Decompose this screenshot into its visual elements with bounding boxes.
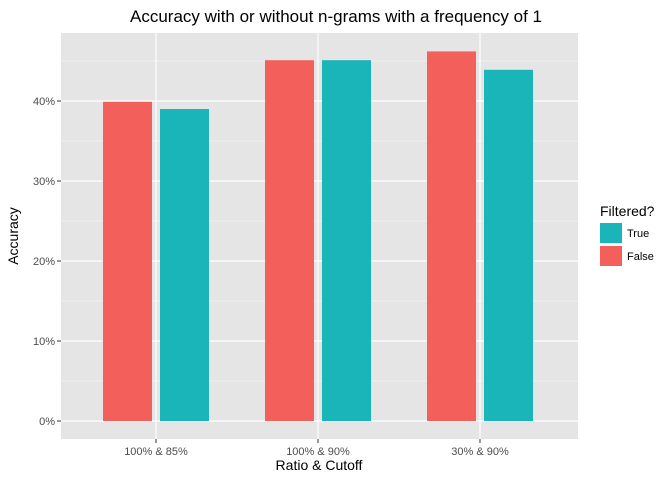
y-axis-title: Accuracy [5,207,21,265]
y-tick-label: 0% [39,416,55,428]
legend: Filtered? True False [600,203,655,266]
bar-true [322,60,371,421]
x-axis: 100% & 85% 100% & 90% 30% & 90% [124,439,509,458]
legend-key-false [600,246,622,266]
x-axis-title: Ratio & Cutoff [276,457,363,473]
y-axis: 0% 10% 20% 30% 40% [33,96,61,428]
y-tick-label: 10% [33,336,55,348]
y-tick-label: 30% [33,176,55,188]
bar-true [160,109,209,421]
y-tick-label: 20% [33,256,55,268]
legend-title: Filtered? [600,203,655,219]
legend-label-false: False [627,251,654,263]
bar-false [265,60,314,421]
y-tick-label: 40% [33,96,55,108]
bar-false [427,51,476,422]
x-tick-label: 30% & 90% [451,446,509,458]
legend-label-true: True [627,228,649,240]
bars [103,51,533,422]
x-tick-label: 100% & 85% [124,446,188,458]
chart-title: Accuracy with or without n-grams with a … [130,7,542,26]
x-tick-label: 100% & 90% [286,446,350,458]
bar-true [484,69,533,422]
bar-false [103,101,152,422]
legend-key-true [600,223,622,243]
